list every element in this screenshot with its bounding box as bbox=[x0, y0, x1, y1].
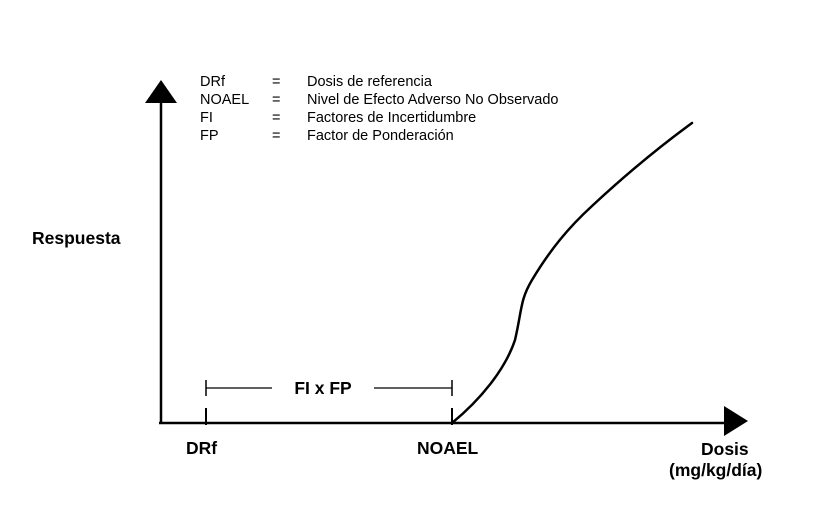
legend-desc-drf: Dosis de referencia bbox=[307, 74, 433, 90]
legend: DRf = Dosis de referencia NOAEL = Nivel … bbox=[200, 74, 558, 144]
x-axis-label-line2: (mg/kg/día) bbox=[669, 460, 762, 480]
x-axis-arrowhead bbox=[724, 406, 748, 436]
legend-desc-fp: Factor de Ponderación bbox=[307, 128, 454, 144]
noael-marker-label: NOAEL bbox=[417, 438, 479, 458]
legend-eq-drf: = bbox=[272, 74, 280, 90]
legend-abbr-noael: NOAEL bbox=[200, 92, 249, 108]
legend-abbr-fp: FP bbox=[200, 128, 219, 144]
legend-desc-noael: Nivel de Efecto Adverso No Observado bbox=[307, 92, 558, 108]
legend-desc-fi: Factores de Incertidumbre bbox=[307, 110, 476, 126]
legend-abbr-fi: FI bbox=[200, 110, 213, 126]
y-axis-arrowhead bbox=[145, 80, 177, 103]
legend-eq-fi: = bbox=[272, 110, 280, 126]
y-axis-label: Respuesta bbox=[32, 228, 121, 248]
x-axis-label-line1: Dosis bbox=[701, 439, 749, 459]
drf-marker-label: DRf bbox=[186, 438, 217, 458]
legend-eq-fp: = bbox=[272, 128, 280, 144]
dose-response-curve bbox=[450, 121, 694, 425]
uncertainty-range-bracket: FI x FP bbox=[205, 378, 453, 398]
legend-eq-noael: = bbox=[272, 92, 280, 108]
range-bracket-label: FI x FP bbox=[294, 378, 352, 398]
legend-abbr-drf: DRf bbox=[200, 74, 226, 90]
